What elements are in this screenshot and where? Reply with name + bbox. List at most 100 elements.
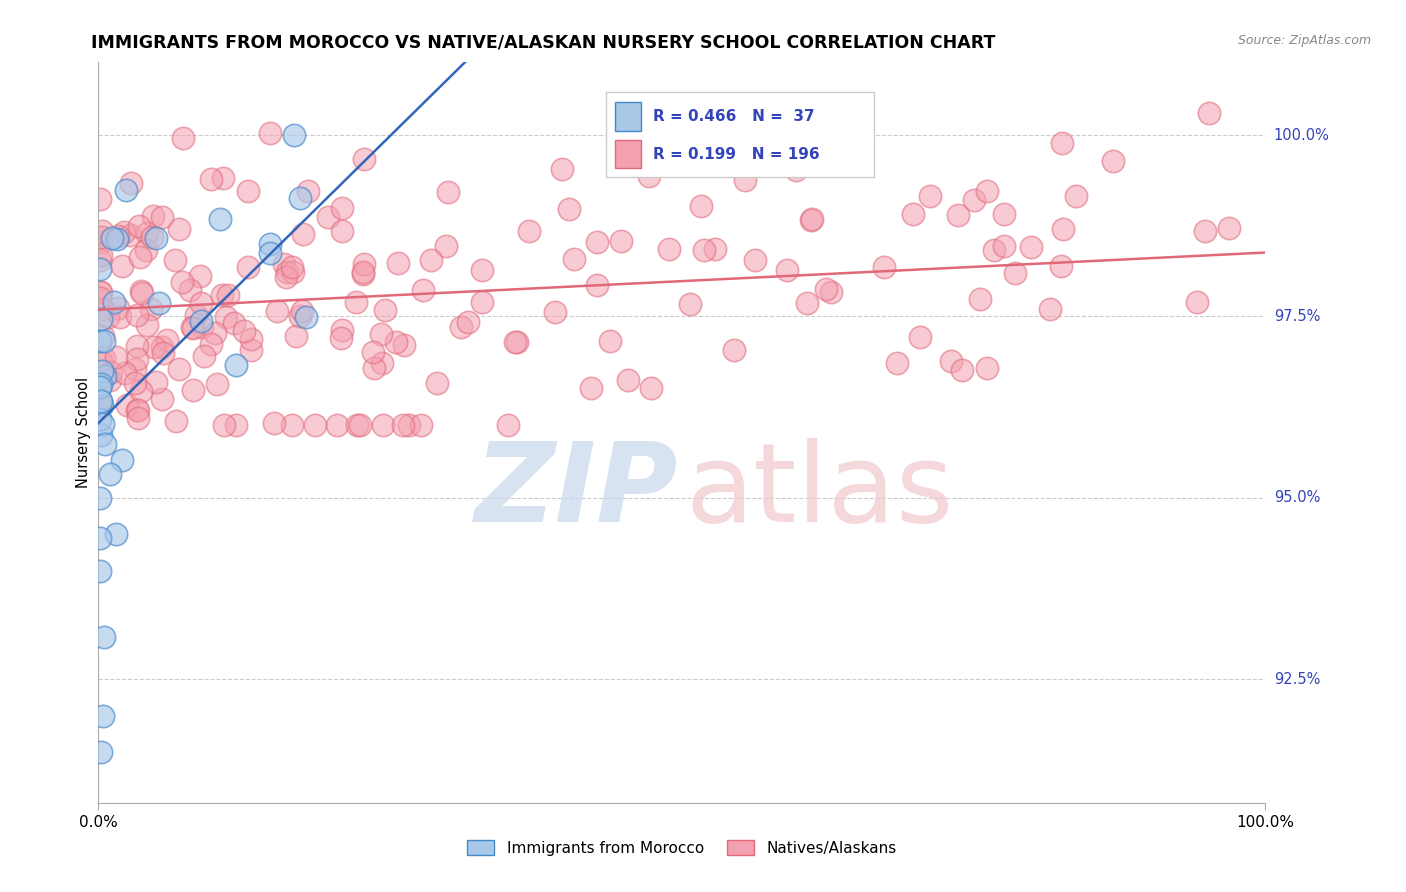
Text: 97.5%: 97.5% [1274,309,1320,324]
Point [90,285,112,299]
Point [284,329,307,343]
Point [112,225,135,239]
Point [734,172,756,186]
Point [90,398,112,412]
Text: R = 0.199   N = 196: R = 0.199 N = 196 [652,147,820,161]
Point [131,286,153,301]
Point [89,532,111,546]
Text: IMMIGRANTS FROM MOROCCO VS NATIVE/ALASKAN NURSERY SCHOOL CORRELATION CHART: IMMIGRANTS FROM MOROCCO VS NATIVE/ALASKA… [91,34,995,52]
Point [420,252,443,267]
FancyBboxPatch shape [616,140,641,169]
Point [330,322,353,336]
Point [165,414,187,428]
Point [434,238,457,252]
Point [172,275,194,289]
Point [562,252,585,266]
Point [1050,260,1073,274]
Point [150,340,173,354]
Point [150,392,173,406]
Point [471,263,494,277]
Point [89,334,111,348]
Point [820,285,842,299]
Point [288,191,311,205]
Point [193,349,215,363]
Point [217,288,239,302]
Point [693,243,716,257]
Point [105,232,128,246]
Point [946,208,969,222]
Point [800,213,823,227]
Point [353,257,375,271]
Point [238,184,260,198]
Point [392,418,415,433]
Point [346,418,368,433]
Point [204,326,226,340]
Point [585,235,607,250]
Point [90,224,112,238]
Point [744,252,766,267]
Point [1038,302,1060,317]
Point [184,308,207,322]
Point [124,362,146,376]
Point [263,416,285,430]
Point [259,246,281,260]
Point [141,230,163,244]
Point [142,209,165,223]
Point [276,265,298,279]
Point [690,199,713,213]
Point [371,356,394,370]
Point [558,202,581,216]
Point [599,334,621,349]
Point [579,381,602,395]
Point [90,353,112,368]
FancyBboxPatch shape [606,92,875,178]
Point [183,321,205,335]
Point [240,332,263,346]
Point [387,256,409,270]
Point [437,185,460,199]
Point [125,308,148,322]
Point [952,363,974,377]
Point [259,237,281,252]
Point [976,360,998,375]
Text: Source: ZipAtlas.com: Source: ZipAtlas.com [1237,34,1371,47]
Point [135,243,157,257]
Point [181,384,204,398]
Legend: Immigrants from Morocco, Natives/Alaskans: Immigrants from Morocco, Natives/Alaskan… [461,834,903,862]
Point [93,301,115,316]
Point [205,377,228,392]
Point [224,317,246,331]
Point [723,123,745,137]
Point [128,219,150,233]
Point [111,453,134,467]
Point [901,207,924,221]
Point [145,375,167,389]
Point [291,227,314,242]
Point [100,365,122,379]
Point [801,211,824,226]
Point [941,354,963,368]
Y-axis label: Nursery School: Nursery School [76,377,91,488]
Point [1050,136,1073,150]
Point [125,338,148,352]
Point [89,564,111,578]
Point [190,314,212,328]
Point [105,350,128,364]
Point [89,394,111,409]
Point [225,418,247,433]
Point [181,319,204,334]
Point [120,228,142,243]
Point [426,376,449,390]
Point [90,235,112,249]
Point [616,373,638,387]
Point [374,303,396,318]
Point [90,247,112,261]
Point [637,169,659,184]
Point [91,417,114,431]
Point [108,310,131,325]
Point [304,418,326,433]
Point [89,193,111,207]
Point [114,366,136,380]
Point [107,301,129,316]
Point [873,260,896,275]
